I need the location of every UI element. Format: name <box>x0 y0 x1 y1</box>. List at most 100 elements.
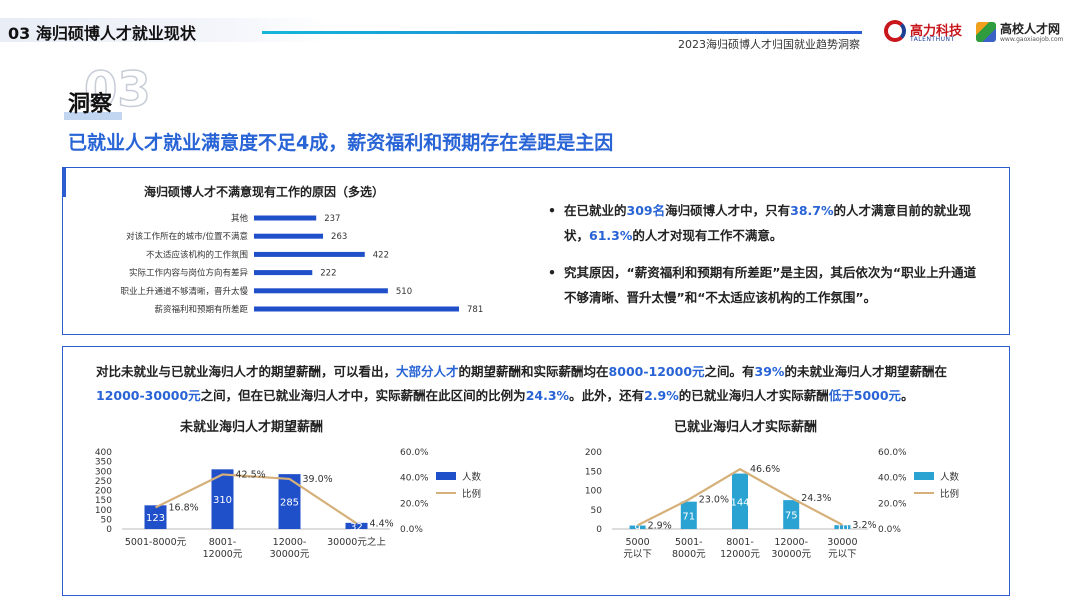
bullet-segment: 的人才对现有工作不满意。 <box>632 228 783 243</box>
ratio-value-label: 4.4% <box>370 518 394 529</box>
logo2-name: 高校人才网 <box>1000 22 1061 36</box>
category-label: 8001- <box>726 537 754 548</box>
bullet-dot-icon: • <box>548 265 556 280</box>
bullet-segment: 61.3% <box>589 228 633 243</box>
count-bar <box>732 473 748 529</box>
reason-value-label: 263 <box>331 232 347 242</box>
reason-bar <box>254 251 365 257</box>
left-axis-tick-label: 50 <box>101 515 113 525</box>
category-label: 元以下 <box>623 549 652 560</box>
legend-bar-label: 人数 <box>462 471 482 483</box>
insight-bullets: • 在已就业的309名海归硕博人才中，只有38.7%的人才满意目前的就业现状，61… <box>546 198 986 310</box>
logo2-sub: www.gaoxiaojob.com <box>1000 36 1064 43</box>
count-value-label: 32 <box>350 522 363 533</box>
reason-category-label: 不太适应该机构的工作氛围 <box>146 249 248 260</box>
report-subtitle: 2023海归硕博人才归国就业趋势洞察 <box>678 38 860 51</box>
legend-bar-swatch <box>436 472 456 480</box>
count-bar <box>783 500 800 529</box>
category-label: 5001- <box>675 537 703 548</box>
left-axis-tick-label: 100 <box>585 487 602 497</box>
summary-segment: 39% <box>754 364 785 379</box>
category-label: 30000 <box>827 537 857 548</box>
ratio-value-label: 16.8% <box>169 502 199 513</box>
summary-segment: 低于5000元 <box>828 388 902 403</box>
count-bar <box>834 525 851 529</box>
legend-line-label: 比例 <box>940 488 959 500</box>
summary-segment: 的期望薪酬和实际薪酬均在 <box>458 364 609 379</box>
bullet-segment: 究其原因，“薪资福利和预期有所差距”是主因，其后依次为“职业上升通道不够清晰、晋… <box>564 265 977 305</box>
reason-value-label: 510 <box>396 287 412 297</box>
ratio-value-label: 24.3% <box>801 493 831 504</box>
count-value-label: 10 <box>836 523 849 534</box>
summary-segment: 之间，但在已就业海归人才中，实际薪酬在此区间的比例为 <box>200 388 526 403</box>
right-axis-tick-label: 40.0% <box>400 474 429 484</box>
category-label: 30000元 <box>771 549 811 560</box>
insight-bullet: • 在已就业的309名海归硕博人才中，只有38.7%的人才满意目前的就业现状，61… <box>546 198 986 248</box>
left-axis-tick-label: 150 <box>95 496 112 506</box>
category-label: 12000- <box>774 537 808 548</box>
header-rule <box>262 31 862 34</box>
bullet-segment: 的人才满意目前的就业现状， <box>564 203 972 243</box>
insight-label: 洞察 <box>68 92 113 117</box>
legend-bar-swatch <box>914 472 934 480</box>
section-title: 03 海归硕博人才就业现状 <box>8 24 196 43</box>
category-label: 元以下 <box>828 549 857 560</box>
reason-bar <box>254 215 317 221</box>
category-label: 5001-8000元 <box>125 537 187 548</box>
bullet-segment: 海归硕博人才中，只有 <box>665 203 791 218</box>
summary-segment: 12000-30000元 <box>96 388 201 403</box>
right-axis-tick-label: 20.0% <box>878 499 907 509</box>
ratio-value-label: 46.6% <box>750 464 780 475</box>
expected-salary-chart-title: 未就业海归人才期望薪酬 <box>180 420 324 435</box>
ratio-value-label: 23.0% <box>699 494 729 505</box>
left-axis-tick-label: 200 <box>95 487 112 497</box>
reasons-bar-chart: 其他 237 对该工作所在的城市/位置不满意 263 不太适应该机构的工作氛围 422 实际… <box>120 213 483 315</box>
bullet-segment: 309名 <box>626 203 666 218</box>
reason-category-label: 对该工作所在的城市/位置不满意 <box>126 231 248 242</box>
category-label: 30000元之上 <box>327 536 386 548</box>
count-value-label: 123 <box>146 513 165 524</box>
actual-salary-chart: 0501001502000.0%20.0%40.0%60.0%95000元以下7… <box>585 448 960 560</box>
reason-value-label: 422 <box>373 250 389 260</box>
left-axis-tick-label: 350 <box>95 458 112 468</box>
reason-category-label: 实际工作内容与岗位方向有差异 <box>129 268 249 279</box>
insight-label-underline <box>64 112 122 120</box>
reason-category-label: 职业上升通道不够清晰，晋升太慢 <box>120 286 248 297</box>
count-bar <box>278 474 301 529</box>
reason-value-label: 222 <box>320 269 336 279</box>
panel-accent <box>62 167 66 197</box>
left-axis-tick-label: 150 <box>585 467 602 477</box>
gaoxiaojob-logo-icon <box>976 22 996 42</box>
count-value-label: 310 <box>213 495 232 506</box>
reason-value-label: 237 <box>324 214 340 224</box>
gaoxiaojob-logo: 高校人才网 www.gaoxiaojob.com <box>976 20 1076 46</box>
bullet-segment: 在已就业的 <box>564 203 627 218</box>
reason-bar <box>254 233 324 239</box>
ratio-value-label: 2.9% <box>648 520 672 531</box>
category-label: 12000元 <box>203 549 243 560</box>
left-axis-tick-label: 250 <box>95 477 112 487</box>
ratio-value-label: 42.5% <box>236 469 266 480</box>
talenthunt-logo-icon <box>884 20 906 42</box>
actual-salary-chart-title: 已就业海归人才实际薪酬 <box>674 420 818 435</box>
count-bar <box>680 501 697 529</box>
summary-segment: 的未就业海归人才期望薪酬在 <box>784 364 947 379</box>
right-axis-tick-label: 60.0% <box>400 448 429 458</box>
reasons-panel <box>62 167 1010 335</box>
count-bar <box>211 469 234 529</box>
left-axis-tick-label: 200 <box>585 448 602 458</box>
category-label: 12000元 <box>720 549 760 560</box>
reason-bar <box>254 306 460 312</box>
count-value-label: 285 <box>280 498 299 509</box>
legend-line-label: 比例 <box>462 488 481 500</box>
category-label: 8001- <box>209 537 237 548</box>
ratio-line <box>637 467 843 527</box>
left-axis-tick-label: 50 <box>591 506 603 516</box>
ratio-line <box>155 473 358 525</box>
count-value-label: 71 <box>682 511 695 522</box>
category-label: 12000- <box>273 537 307 548</box>
count-bar <box>345 522 368 529</box>
summary-segment: 之间。有 <box>704 364 755 379</box>
reason-value-label: 781 <box>467 305 483 315</box>
